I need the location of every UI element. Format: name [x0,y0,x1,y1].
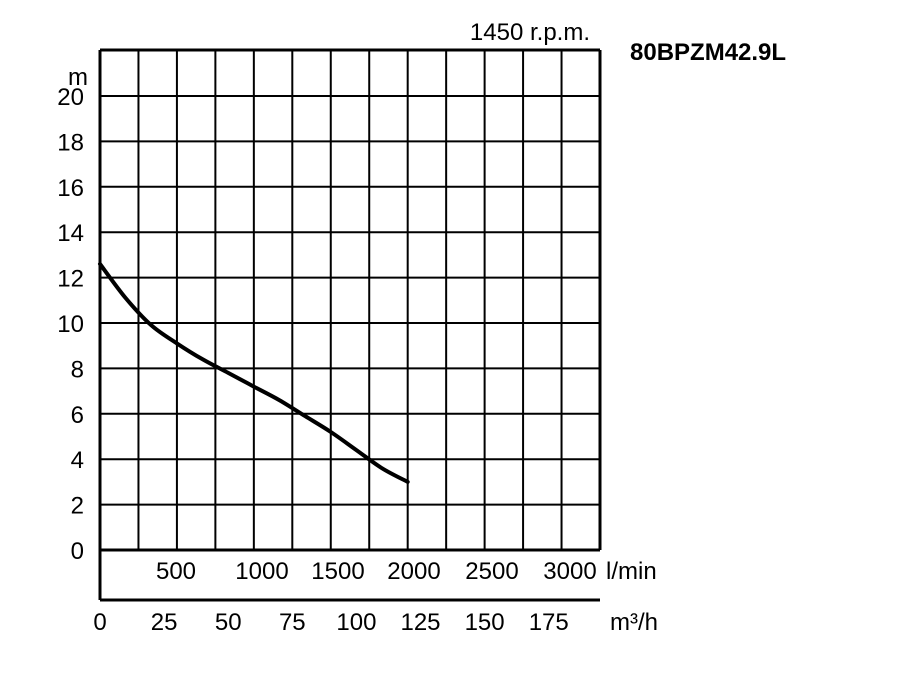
m3h-tick-label: 150 [465,609,505,636]
y-tick-label: 2 [71,493,84,520]
lmin-tick-label: 2000 [387,558,440,585]
y-tick-label: 12 [57,266,84,293]
lmin-axis-ticks: 500 1000 1500 2000 2500 3000 [156,558,597,585]
head-flow-curve [98,262,410,484]
y-tick-label: 0 [71,538,84,565]
m3h-tick-label: 25 [151,609,178,636]
chart-curves [98,262,410,484]
chart-frame [98,48,602,602]
m3h-axis-label: m³/h [610,609,658,636]
y-tick-label: 10 [57,311,84,338]
y-tick-label: 18 [57,129,84,156]
y-tick-label: 6 [71,402,84,429]
lmin-axis-label: l/min [606,558,657,585]
y-tick-label: 20 [57,84,84,111]
y-tick-label: 14 [57,220,84,247]
m3h-tick-label: 0 [93,609,106,636]
chart-subtitle: 1450 r.p.m. [470,19,590,46]
y-axis-label: m [68,64,88,91]
y-axis-ticks: 0 2 4 6 8 10 12 14 16 18 20 [57,84,84,565]
y-tick-label: 16 [57,175,84,202]
lmin-tick-label: 1000 [235,558,288,585]
lmin-tick-label: 2500 [465,558,518,585]
m3h-tick-label: 100 [336,609,376,636]
lmin-tick-label: 500 [156,558,196,585]
chart-title: 80BPZM42.9L [630,39,786,66]
m3h-tick-label: 75 [279,609,306,636]
lmin-tick-label: 1500 [311,558,364,585]
y-tick-label: 4 [71,447,84,474]
lmin-tick-label: 3000 [543,558,596,585]
y-tick-label: 8 [71,356,84,383]
m3h-tick-label: 50 [215,609,242,636]
chart-grid [100,50,600,550]
m3h-tick-label: 175 [529,609,569,636]
m3h-tick-label: 125 [400,609,440,636]
m3h-axis-ticks: 0 25 50 75 100 125 150 175 [93,609,568,636]
